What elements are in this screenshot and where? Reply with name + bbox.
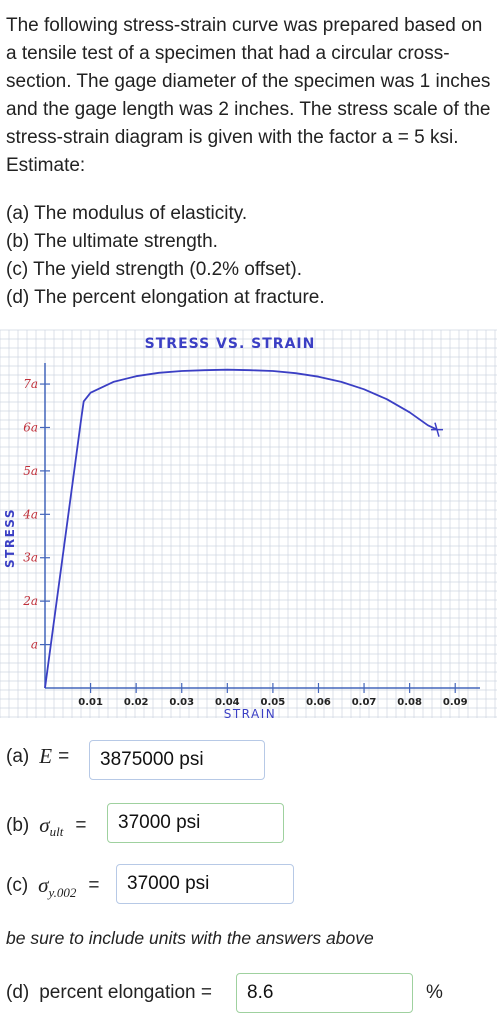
x-tick-label: 0.06 [306,697,331,708]
part-d: (d) The percent elongation at fracture. [6,287,325,308]
y-tick-label: 5a [23,464,38,478]
answer-a-input[interactable] [89,740,265,780]
answer-b-eq: = [75,814,87,836]
x-tick-label: 0.08 [397,697,422,708]
part-b: (b) The ultimate strength. [6,231,218,252]
answer-c-row: (c) σ y.002 = [6,873,100,900]
y-tick-label: 7a [23,377,38,391]
units-note: be sure to include units with the answer… [6,928,374,948]
x-tick-label: 0.09 [443,697,468,708]
answer-c-symbol: σ [38,873,49,897]
chart-ticks: 0.01 0.02 0.03 0.04 0.05 0.06 0.07 0.08 0.09 a 2a 3… [22,377,467,708]
x-tick-label: 0.01 [78,697,103,708]
stress-strain-chart: 0.01 0.02 0.03 0.04 0.05 0.06 0.07 0.08 0.09 a 2a 3… [0,318,497,728]
answer-b-input[interactable] [107,803,284,843]
x-tick-label: 0.05 [261,697,286,708]
part-c: (c) The yield strength (0.2% offset). [6,259,303,280]
y-tick-label: a [31,638,38,652]
answer-d-label: percent elongation = [39,982,212,1003]
chart-title: STRESS VS. STRAIN [145,336,316,352]
answer-c-subscript: y.002 [48,884,77,900]
problem-statement: The following stress-strain curve was pr… [6,15,491,176]
answer-b-prefix: (b) [6,814,30,836]
y-tick-label: 6a [23,420,38,434]
stress-strain-curve [44,368,438,689]
answer-d-prefix: (d) [6,982,30,1003]
answer-b-subscript: ult [49,823,64,839]
chart-series [44,368,443,689]
fracture-marker-v [434,422,440,437]
x-tick-label: 0.04 [215,697,240,708]
answer-a-row: (a) E = [6,744,69,769]
answer-a-symbol: E [39,744,53,768]
answer-b-symbol: σ [39,813,50,837]
answer-c-eq: = [88,874,100,896]
x-tick-label: 0.07 [352,697,377,708]
part-a: (a) The modulus of elasticity. [6,203,248,224]
answer-c-prefix: (c) [6,874,29,896]
answer-d-row: (d) percent elongation = [6,982,212,1004]
chart-svg: 0.01 0.02 0.03 0.04 0.05 0.06 0.07 0.08 0.09 a 2a 3… [0,329,497,721]
problem-parts: (a) The modulus of elasticity. (b) The u… [6,200,325,312]
chart-grid [0,329,497,718]
answer-d-input[interactable] [236,973,413,1013]
answer-c-input[interactable] [116,864,294,904]
y-tick-label: 2a [22,594,38,608]
y-tick-label: 3a [23,551,38,565]
answer-a-eq: = [58,745,70,767]
answer-a-prefix: (a) [6,745,30,767]
answer-b-row: (b) σ ult = [6,813,87,839]
y-tick-label: 4a [22,507,38,521]
x-tick-label: 0.03 [169,697,194,708]
chart-xlabel: STRAIN [224,707,277,721]
chart-axes [44,363,480,689]
x-tick-label: 0.02 [124,697,149,708]
chart-ylabel: STRESS [3,508,17,568]
answer-d-unit: % [426,982,443,1003]
